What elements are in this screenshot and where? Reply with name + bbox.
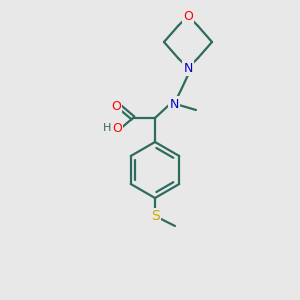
Text: N: N bbox=[183, 61, 193, 74]
Text: H: H bbox=[103, 123, 111, 133]
Text: N: N bbox=[169, 98, 179, 110]
Text: O: O bbox=[183, 10, 193, 22]
Text: O: O bbox=[112, 122, 122, 136]
Text: S: S bbox=[151, 209, 159, 223]
Text: O: O bbox=[111, 100, 121, 112]
